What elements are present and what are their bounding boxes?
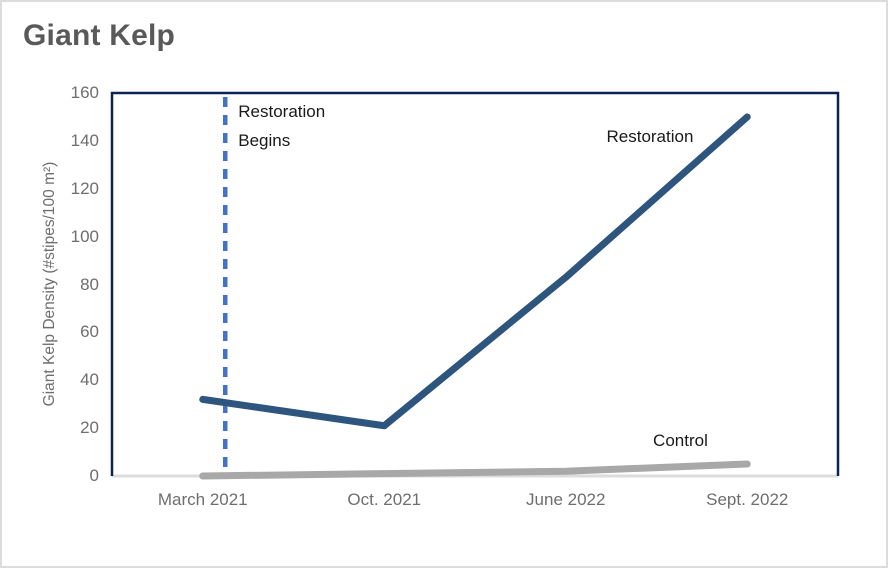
y-tick-label: 60 [80,322,99,342]
series-line-control [199,460,751,480]
x-tick-label: June 2022 [526,490,606,509]
y-tick-label: 160 [70,83,99,102]
series-label-control: Control [653,431,708,451]
y-tick-label: 20 [80,418,99,438]
x-tick-label: Sept. 2022 [706,490,789,509]
y-tick-label: 40 [80,370,99,390]
series-line-restoration [199,113,751,430]
x-tick-label: March 2021 [157,490,248,509]
y-tick-label: 80 [80,274,99,294]
y-tick-label: 120 [70,178,99,198]
plot-frame [110,91,840,476]
x-tick-label: Oct. 2021 [347,490,422,509]
chart-title: Giant Kelp [23,19,176,52]
y-tick-label: 140 [70,130,99,150]
y-tick-label: 0 [89,466,99,485]
restoration-begins-label: Restoration Begins [238,102,326,150]
y-tick-label: 100 [70,226,99,246]
series-label-restoration: Restoration [606,127,694,147]
